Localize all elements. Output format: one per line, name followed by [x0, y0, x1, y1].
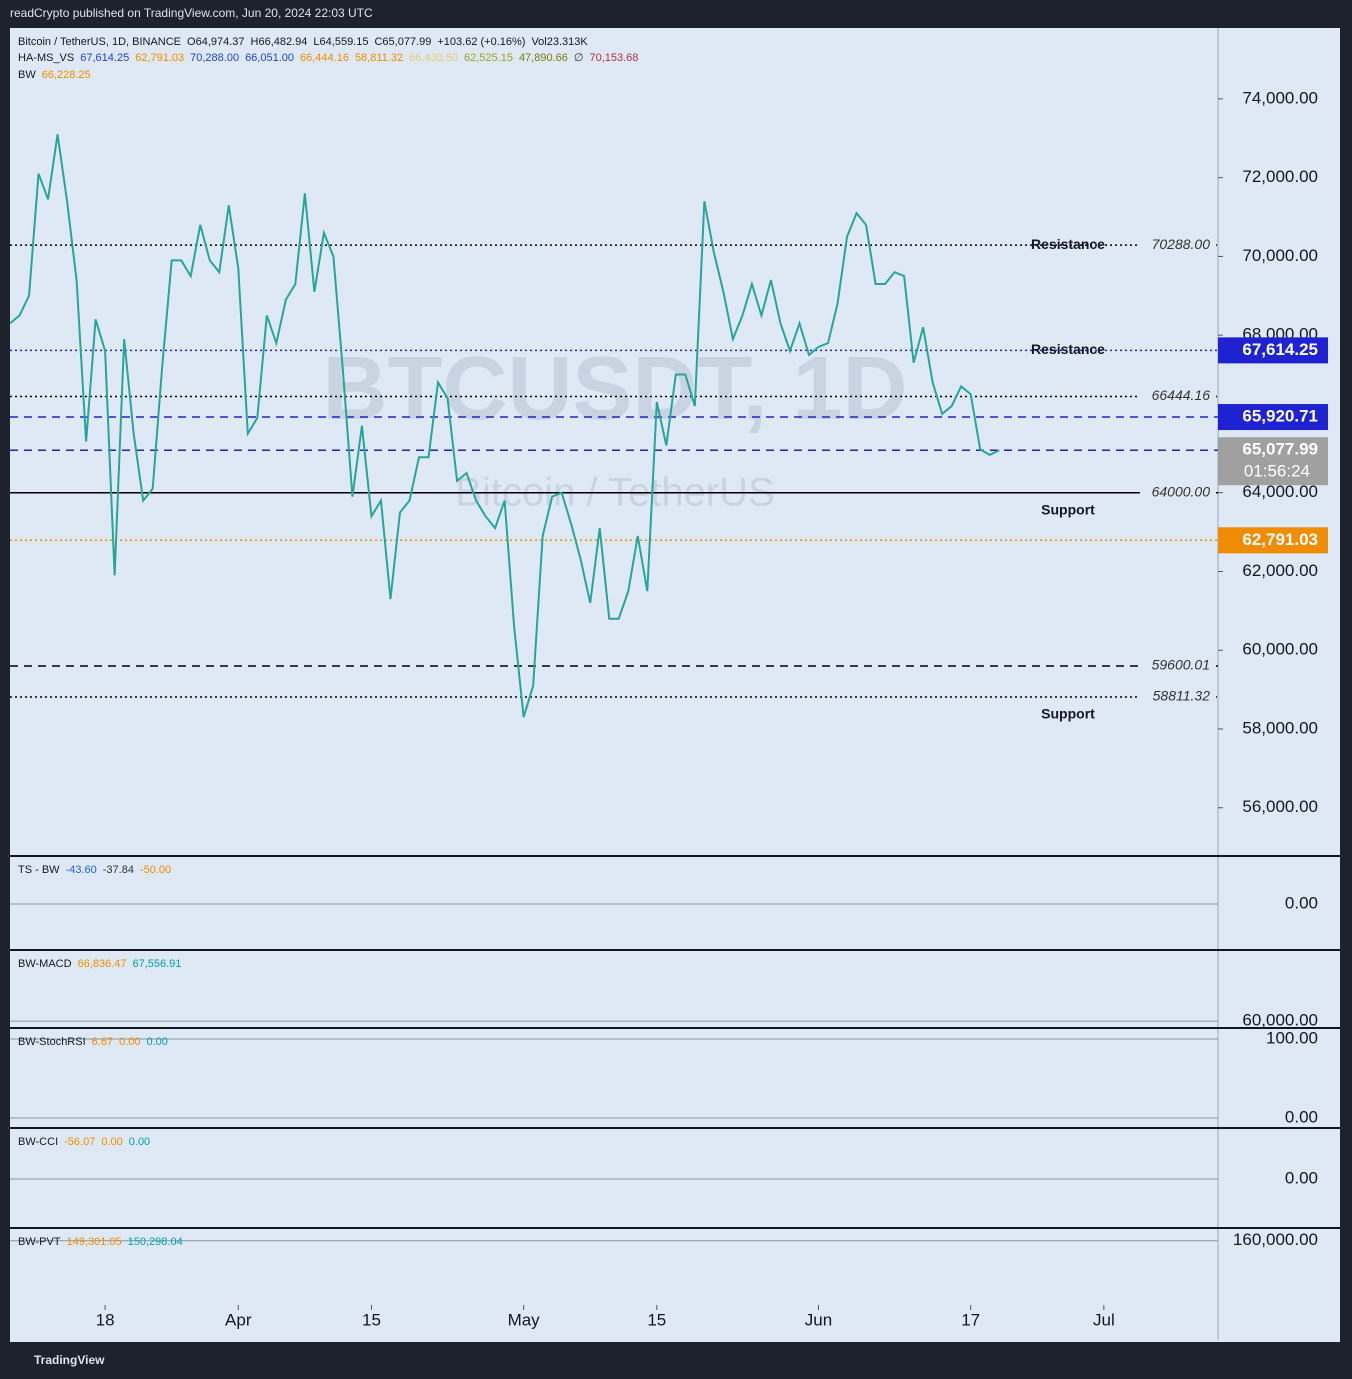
pane-value: 0.00	[119, 1036, 140, 1048]
y-tick-label: 70,000.00	[1242, 246, 1318, 265]
legend-indicator: BW	[18, 69, 36, 81]
price-label-bg	[1140, 483, 1216, 502]
pane-value: 66,836.47	[78, 958, 127, 970]
legend-symbol: +103.62 (+0.16%)	[437, 36, 525, 48]
pane-tick-label: 60,000.00	[1242, 1011, 1318, 1030]
legend-value: ∅	[574, 52, 584, 64]
legend-value: 70,153.68	[589, 52, 638, 64]
pane-name: BW-MACD	[18, 958, 72, 970]
price-label-bg	[1140, 688, 1216, 707]
x-tick-label: 18	[96, 1310, 115, 1329]
pane-tick-label: 0.00	[1285, 1168, 1318, 1187]
legend-symbol: C65,077.99	[374, 36, 431, 48]
legend-indicator: HA-MS_VS	[18, 52, 74, 64]
pane-value: 0.00	[147, 1036, 168, 1048]
x-tick-label: 17	[961, 1310, 980, 1329]
pane-value: 67,556.91	[133, 958, 182, 970]
y-tick-label: 74,000.00	[1242, 88, 1318, 107]
x-tick-label: 15	[647, 1310, 666, 1329]
pane-value: 150,298.04	[128, 1236, 183, 1248]
legend-value: 66,051.00	[245, 52, 294, 64]
y-tick-label: 56,000.00	[1242, 797, 1318, 816]
published-note: readCrypto published on TradingView.com,…	[10, 6, 373, 20]
pane-value: -56.07	[64, 1136, 95, 1148]
price-label: 64000.00	[1152, 483, 1211, 499]
y-tick-label: 72,000.00	[1242, 167, 1318, 186]
x-tick-label: Jun	[805, 1310, 832, 1329]
legend-value: 58,811.32	[355, 52, 403, 64]
pane-value: 149,301.05	[67, 1236, 122, 1248]
legend-value: 67,614.25	[80, 52, 129, 64]
price-line	[9, 134, 1000, 718]
y-tick-label: 60,000.00	[1242, 640, 1318, 659]
legend-symbol: O64,974.37	[187, 36, 245, 48]
y-tick-label: 62,000.00	[1242, 561, 1318, 580]
price-label-box	[1218, 527, 1328, 554]
legend-value: 62,525.15	[464, 52, 513, 64]
x-tick-label: 15	[362, 1310, 381, 1329]
legend-symbol: Bitcoin / TetherUS, 1D, BINANCE	[18, 36, 181, 48]
pane-tick-label: 0.00	[1285, 1107, 1318, 1126]
level-tag: Resistance	[1031, 341, 1105, 357]
pane-name: BW-PVT	[18, 1236, 61, 1248]
legend-value: 70,288.00	[190, 52, 239, 64]
pane-value: -37.84	[103, 864, 134, 876]
price-label-bg	[1140, 387, 1216, 406]
legend-symbol: H66,482.94	[251, 36, 308, 48]
countdown: 01:56:24	[1244, 462, 1310, 481]
level-tag: Support	[1041, 501, 1095, 517]
pane-value: 6.67	[92, 1036, 113, 1048]
level-tag: Support	[1041, 706, 1095, 722]
pane-value: 0.00	[129, 1136, 150, 1148]
price-label: 70288.00	[1152, 236, 1211, 252]
price-label: 62,791.03	[1242, 530, 1318, 549]
y-tick-label: 64,000.00	[1242, 482, 1318, 501]
pane-tick-label: 100.00	[1266, 1028, 1318, 1047]
price-label-box	[1218, 337, 1328, 364]
y-tick-label: 58,000.00	[1242, 718, 1318, 737]
brand: TradingView	[34, 1353, 105, 1367]
pane-name: BW-CCI	[18, 1136, 58, 1148]
price-label: 67,614.25	[1242, 340, 1318, 359]
pane-tick-label: 0.00	[1285, 893, 1318, 912]
watermark: BTCUSDT, 1D	[322, 339, 907, 439]
legend-symbol: Vol23.313K	[531, 36, 588, 48]
pane-name: TS - BW	[18, 864, 60, 876]
x-tick-label: Apr	[225, 1310, 252, 1329]
pane-tick-label: 160,000.00	[1233, 1230, 1318, 1249]
price-label-box	[1218, 437, 1328, 486]
level-tag: Resistance	[1031, 236, 1105, 252]
price-label: 65,920.71	[1242, 407, 1318, 426]
price-label-bg	[1140, 656, 1216, 675]
x-tick-label: May	[508, 1310, 541, 1329]
legend-value: 66,430.50	[409, 52, 458, 64]
x-tick-label: Jul	[1093, 1310, 1115, 1329]
price-label: 65,077.99	[1242, 440, 1318, 459]
price-label-bg	[1140, 236, 1216, 255]
legend-value: 66,228.25	[42, 69, 91, 81]
legend-value: 66,444.16	[300, 52, 349, 64]
price-label: 59600.01	[1152, 657, 1210, 673]
price-label: 58811.32	[1153, 688, 1211, 704]
chart-background	[10, 28, 1340, 1342]
legend-value: 62,791.03	[135, 52, 184, 64]
pane-name: BW-StochRSI	[18, 1036, 86, 1048]
price-label-box	[1218, 404, 1328, 431]
pane-value: -43.60	[66, 864, 97, 876]
legend-value: 47,890.66	[519, 52, 568, 64]
pane-value: 0.00	[101, 1136, 122, 1148]
price-label: 66444.16	[1152, 387, 1211, 403]
legend-symbol: L64,559.15	[313, 36, 368, 48]
pane-value: -50.00	[140, 864, 171, 876]
